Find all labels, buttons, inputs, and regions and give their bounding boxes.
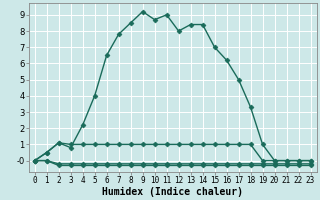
X-axis label: Humidex (Indice chaleur): Humidex (Indice chaleur) xyxy=(102,186,243,197)
